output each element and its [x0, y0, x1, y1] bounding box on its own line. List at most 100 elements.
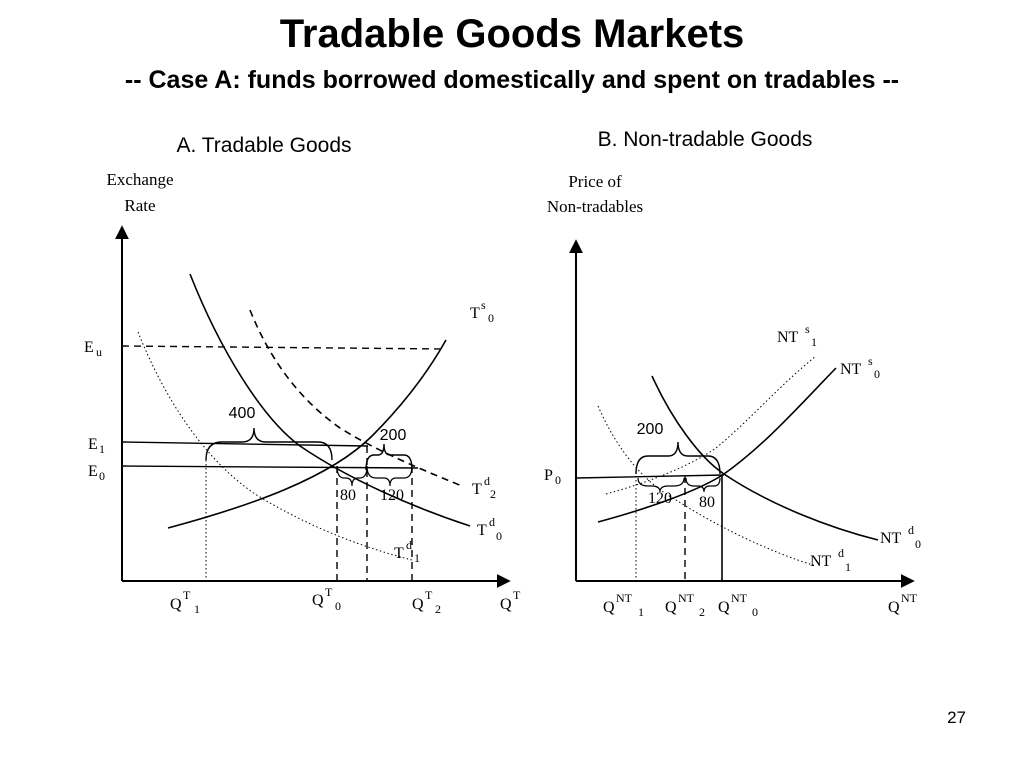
panel-a-y-axis-line2: Rate [124, 196, 155, 215]
panel-a-heading: A. Tradable Goods [176, 134, 351, 157]
svg-text:Q: Q [312, 592, 324, 609]
svg-text:NT: NT [901, 591, 918, 605]
svg-text:s: s [868, 354, 873, 368]
brace-120-nt [637, 477, 685, 493]
demand-curve-td0 [189, 273, 471, 527]
svg-text:Q: Q [718, 599, 730, 616]
svg-text:0: 0 [752, 605, 758, 619]
svg-text:u: u [96, 345, 102, 359]
svg-text:d: d [406, 538, 412, 552]
svg-text:NT: NT [840, 361, 862, 378]
svg-text:NT: NT [810, 553, 832, 570]
label-td2: T d 2 [472, 474, 496, 501]
annotation-120-nt: 120 [648, 490, 672, 507]
panel-b-heading: B. Non-tradable Goods [598, 128, 813, 151]
annotation-120: 120 [380, 487, 404, 504]
brace-80 [336, 465, 368, 487]
label-ntd1: NT d 1 [810, 546, 851, 574]
svg-text:d: d [484, 474, 490, 488]
svg-text:Q: Q [412, 596, 424, 613]
svg-text:NT: NT [678, 591, 695, 605]
svg-text:T: T [477, 522, 487, 539]
brace-200-nt [635, 441, 721, 475]
annotation-80-nt: 80 [699, 494, 715, 511]
svg-text:1: 1 [99, 442, 105, 456]
svg-text:d: d [908, 523, 914, 537]
svg-text:NT: NT [616, 591, 633, 605]
label-nts0: NT s 0 [840, 354, 880, 381]
demand-curve-td1 [137, 331, 413, 561]
demand-curve-td2 [249, 309, 463, 487]
svg-text:0: 0 [488, 311, 494, 325]
annotation-200-nt: 200 [637, 421, 664, 438]
brace-80-nt [685, 477, 721, 493]
demand-curve-ntd1 [597, 405, 817, 567]
svg-text:1: 1 [638, 605, 644, 619]
annotation-400: 400 [229, 405, 256, 422]
svg-text:0: 0 [915, 537, 921, 551]
svg-text:T: T [472, 481, 482, 498]
label-qnt2: Q NT 2 [665, 591, 705, 619]
svg-text:1: 1 [194, 602, 200, 616]
svg-text:2: 2 [699, 605, 705, 619]
svg-text:s: s [805, 322, 810, 336]
price-line-e0 [121, 465, 419, 469]
svg-text:NT: NT [777, 329, 799, 346]
svg-text:0: 0 [555, 473, 561, 487]
brace-120 [366, 465, 413, 487]
label-eu: E u [84, 339, 102, 359]
svg-text:Q: Q [665, 599, 677, 616]
price-line-eu [121, 345, 447, 350]
svg-text:NT: NT [880, 530, 902, 547]
svg-text:d: d [838, 546, 844, 560]
svg-text:T: T [425, 588, 433, 602]
price-line-e1 [121, 441, 369, 447]
svg-text:T: T [513, 588, 521, 602]
svg-text:NT: NT [731, 591, 748, 605]
svg-text:T: T [183, 588, 191, 602]
svg-text:1: 1 [811, 335, 817, 349]
svg-text:Q: Q [603, 599, 615, 616]
slide-title: Tradable Goods Markets [279, 12, 745, 56]
label-qnt0: Q NT 0 [718, 591, 758, 619]
label-qnt1: Q NT 1 [603, 591, 644, 619]
svg-text:Q: Q [500, 596, 512, 613]
label-qt2: Q T 2 [412, 588, 441, 616]
svg-text:d: d [489, 515, 495, 529]
svg-text:Q: Q [170, 596, 182, 613]
label-td1: T d 1 [394, 538, 420, 565]
label-ts0: T s 0 [470, 298, 494, 325]
svg-text:E: E [88, 436, 98, 453]
svg-text:1: 1 [845, 560, 851, 574]
svg-text:s: s [481, 298, 486, 312]
label-qt1: Q T 1 [170, 588, 200, 616]
panel-a: A. Tradable Goods Exchange Rate 400 200 … [84, 134, 521, 616]
demand-curve-ntd0 [651, 375, 879, 541]
label-x-axis-qt: Q T [500, 588, 521, 613]
annotation-200: 200 [380, 427, 407, 444]
price-line-p0 [575, 474, 725, 479]
svg-text:0: 0 [874, 367, 880, 381]
label-p0: P 0 [544, 467, 561, 487]
annotation-80: 80 [340, 487, 356, 504]
label-ntd0: NT d 0 [880, 523, 921, 551]
label-e1: E 1 [88, 436, 105, 456]
svg-text:T: T [325, 585, 333, 599]
label-td0: T d 0 [477, 515, 502, 543]
svg-text:T: T [470, 305, 480, 322]
svg-text:2: 2 [435, 602, 441, 616]
svg-text:Q: Q [888, 599, 900, 616]
brace-400 [205, 427, 333, 461]
svg-text:0: 0 [496, 529, 502, 543]
supply-curve-ts0 [167, 339, 447, 529]
svg-text:0: 0 [335, 599, 341, 613]
svg-text:1: 1 [414, 551, 420, 565]
svg-text:E: E [88, 463, 98, 480]
svg-text:T: T [394, 545, 404, 562]
label-e0: E 0 [88, 463, 105, 483]
brace-200 [365, 443, 413, 471]
panel-b: B. Non-tradable Goods Price of Non-trada… [544, 128, 921, 619]
svg-text:2: 2 [490, 487, 496, 501]
slide-subtitle: -- Case A: funds borrowed domestically a… [124, 66, 900, 94]
